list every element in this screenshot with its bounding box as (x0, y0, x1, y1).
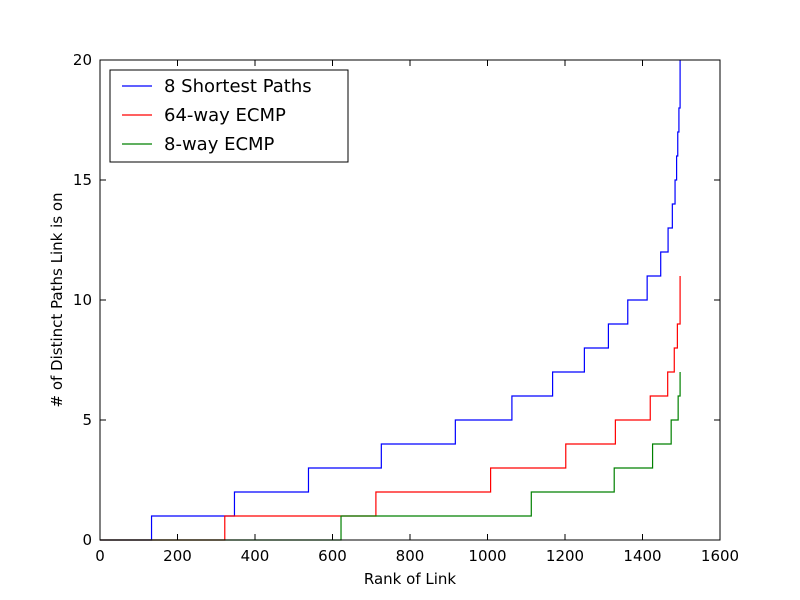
series-line-2 (100, 276, 681, 541)
legend-label-1: 8 Shortest Paths (164, 76, 312, 97)
y-axis-ticks: 0 5 10 15 20 (73, 51, 720, 549)
x-tick-label: 1400 (623, 547, 661, 565)
x-tick-label: 1600 (701, 547, 739, 565)
legend-box (109, 69, 349, 163)
legend-label-3: 8-way ECMP (164, 134, 275, 155)
legend: 8 Shortest Paths 64-way ECMP 8-way ECMP (109, 69, 349, 163)
y-tick-label: 10 (73, 291, 92, 309)
x-tick-label: 600 (318, 547, 347, 565)
x-tick-label: 400 (241, 547, 270, 565)
y-tick-label: 20 (73, 51, 92, 69)
x-tick-label: 0 (95, 547, 105, 565)
legend-label-2: 64-way ECMP (164, 105, 286, 126)
y-tick-label: 5 (82, 411, 92, 429)
series-layer (100, 60, 681, 541)
x-tick-label: 1200 (546, 547, 584, 565)
y-tick-label: 15 (73, 171, 92, 189)
y-tick-label: 0 (82, 531, 92, 549)
series-line-3 (100, 372, 681, 541)
x-axis-ticks: 0 200 400 600 800 1000 1200 1400 1600 (95, 60, 739, 565)
x-tick-label: 200 (163, 547, 192, 565)
y-axis-title: # of Distinct Paths Link is on (48, 192, 66, 407)
series-line-1 (100, 60, 681, 541)
x-tick-label: 800 (396, 547, 425, 565)
x-axis-title: Rank of Link (364, 570, 457, 588)
x-tick-label: 1000 (468, 547, 506, 565)
